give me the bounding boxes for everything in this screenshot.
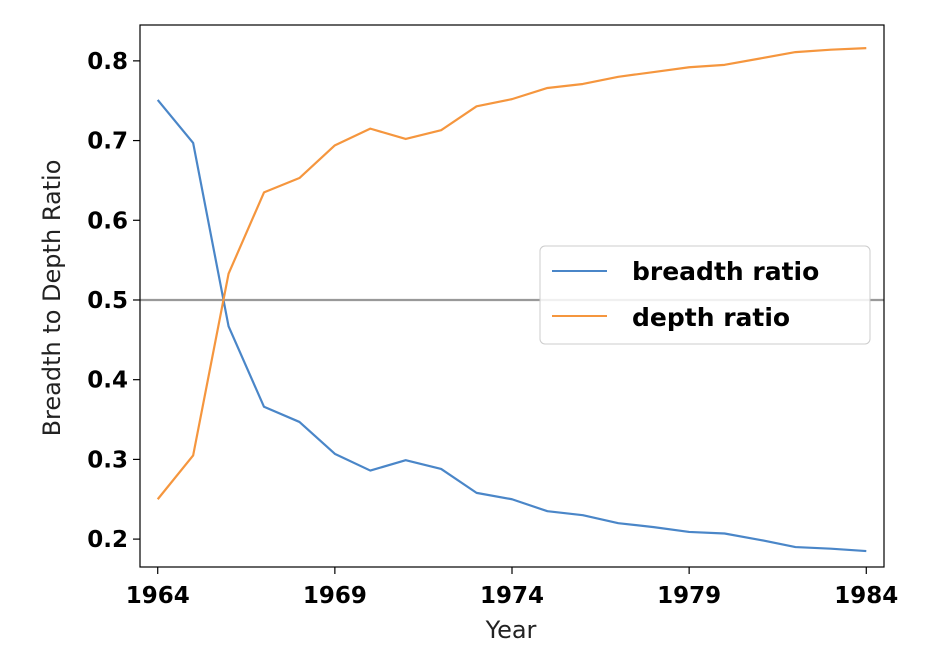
y-tick-label: 0.6 — [87, 208, 128, 234]
y-tick-label: 0.2 — [87, 527, 128, 553]
y-axis-label: Breadth to Depth Ratio — [38, 160, 66, 437]
x-axis-label: Year — [485, 616, 537, 644]
x-tick-label: 1964 — [126, 583, 190, 609]
x-tick-label: 1974 — [480, 583, 544, 609]
x-tick-label: 1979 — [657, 583, 721, 609]
y-tick-label: 0.8 — [87, 49, 128, 75]
legend: breadth ratio depth ratio — [539, 245, 871, 345]
x-axis-ticks: 1964 1969 1974 1979 1984 — [126, 567, 898, 609]
legend-label-depth-ratio: depth ratio — [632, 303, 790, 332]
legend-label-breadth-ratio: breadth ratio — [632, 257, 819, 286]
legend-frame — [539, 245, 871, 345]
y-axis-ticks: 0.2 0.3 0.4 0.5 0.6 0.7 0.8 — [87, 49, 140, 553]
y-tick-label: 0.3 — [87, 447, 128, 473]
y-tick-label: 0.5 — [87, 288, 128, 314]
series-layer — [156, 47, 867, 553]
y-tick-label: 0.4 — [87, 368, 128, 394]
x-tick-label: 1969 — [303, 583, 367, 609]
x-tick-label: 1984 — [834, 583, 898, 609]
y-tick-label: 0.7 — [87, 129, 128, 155]
